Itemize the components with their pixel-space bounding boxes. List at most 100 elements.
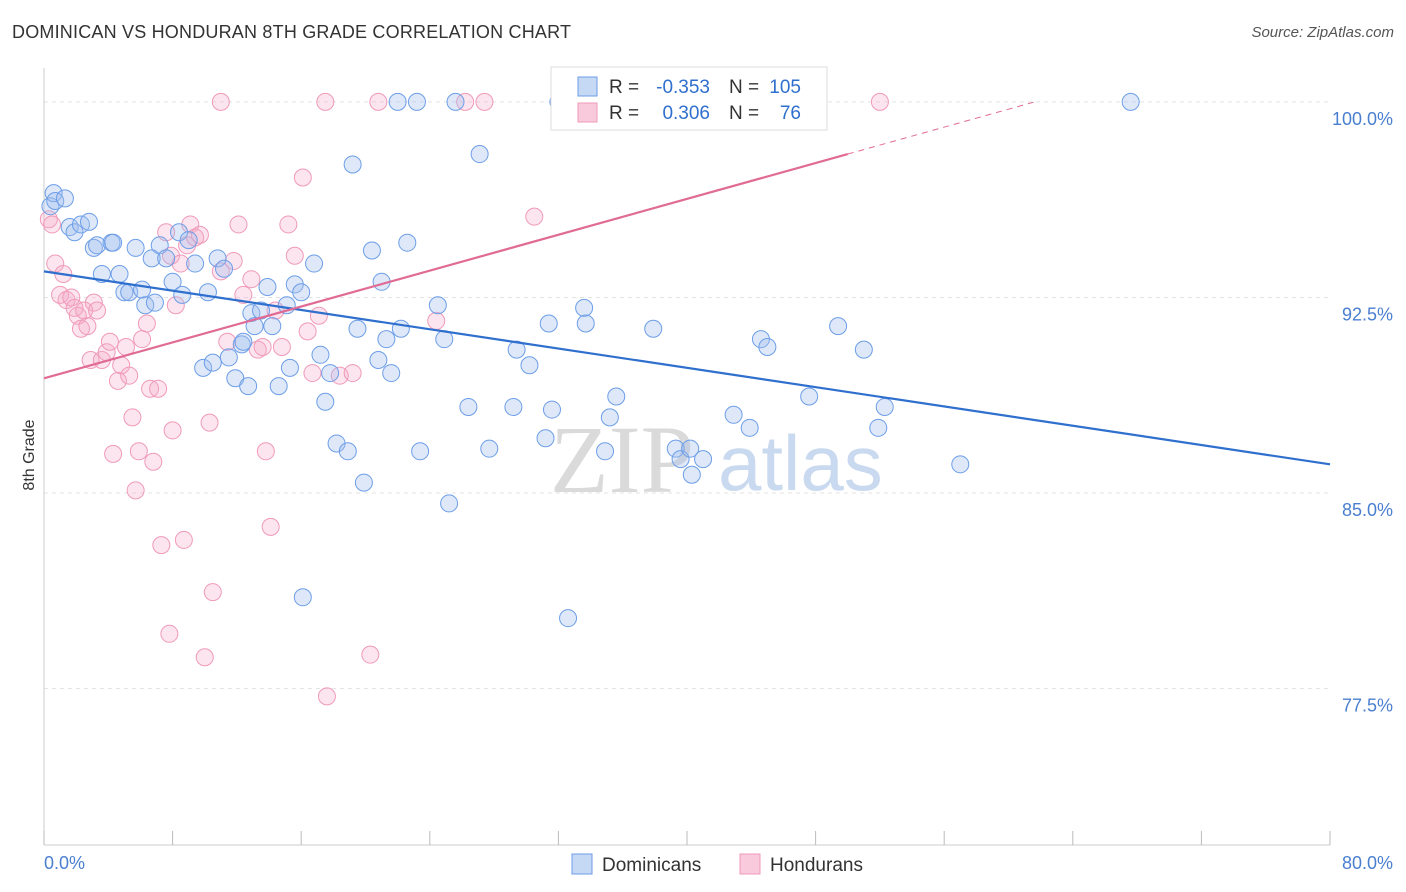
legend-r-label-dominicans: R = (609, 77, 639, 98)
y-tick-label-0: 77.5% (1342, 696, 1393, 716)
watermark-zip: ZIP (550, 406, 694, 513)
honduran-point-17 (100, 332, 119, 351)
honduran-point-75 (369, 92, 388, 111)
dominican-point-44 (280, 358, 299, 377)
trend-lines (43, 101, 1331, 466)
series-legend: Dominicans Hondurans (571, 853, 863, 876)
dominican-point-69 (446, 92, 465, 111)
dominican-point-85 (607, 387, 626, 406)
dominican-point-21 (150, 236, 169, 255)
dominican-point-9 (88, 236, 107, 255)
dominican-point-36 (239, 377, 258, 396)
dominican-point-31 (208, 249, 227, 268)
stats-legend: R = -0.353 N = 105 R = 0.306 N = 76 (550, 66, 828, 131)
hondurans-points (39, 92, 889, 706)
honduran-point-53 (253, 337, 272, 356)
dominican-point-10 (92, 264, 111, 283)
honduran-point-74 (316, 92, 335, 111)
dominican-point-40 (258, 278, 277, 297)
axes (43, 68, 1331, 846)
series-legend-swatch-dominicans (571, 853, 593, 875)
dominican-point-59 (377, 330, 396, 349)
honduran-point-34 (161, 246, 180, 265)
honduran-point-30 (149, 379, 168, 398)
honduran-point-49 (229, 215, 248, 234)
legend-r-value-hondurans: 0.306 (662, 103, 710, 124)
legend-swatch-hondurans (577, 102, 598, 123)
y-tick-label-1: 85.0% (1342, 500, 1393, 520)
honduran-point-31 (152, 536, 171, 555)
legend-r-value-dominicans: -0.353 (656, 77, 710, 98)
dominican-point-26 (179, 231, 198, 250)
dominican-point-87 (666, 439, 685, 458)
y-tick-labels: 77.5% 85.0% 92.5% 100.0% (1332, 109, 1393, 716)
chart-title: DOMINICAN VS HONDURAN 8TH GRADE CORRELAT… (12, 22, 572, 42)
dominican-point-73 (504, 397, 523, 416)
dominicans-trend-line (43, 270, 1331, 466)
honduran-point-10 (75, 301, 94, 320)
dominican-point-80 (559, 609, 578, 628)
dominican-point-13 (110, 264, 129, 283)
honduran-point-18 (104, 444, 123, 463)
honduran-point-62 (303, 364, 322, 383)
dominican-point-60 (382, 364, 401, 383)
honduran-point-47 (218, 332, 237, 351)
dominican-point-82 (576, 314, 595, 333)
honduran-point-48 (224, 251, 243, 270)
honduran-point-26 (133, 330, 152, 349)
dominican-point-1 (44, 184, 63, 203)
honduran-point-24 (126, 481, 145, 500)
dominican-point-81 (575, 298, 594, 317)
dominican-point-97 (829, 317, 848, 336)
legend-n-value-hondurans: 76 (780, 103, 801, 124)
dominican-point-55 (354, 473, 373, 492)
honduran-point-33 (160, 624, 179, 643)
honduran-point-69 (456, 92, 475, 111)
dominican-point-70 (459, 397, 478, 416)
honduran-point-68 (427, 311, 446, 330)
dominican-point-84 (600, 408, 619, 427)
x-tick-label-max: 80.0% (1342, 853, 1393, 873)
y-axis-label: 8th Grade (21, 419, 38, 490)
dominican-point-74 (507, 340, 526, 359)
dominican-point-38 (245, 317, 264, 336)
honduran-point-55 (261, 517, 280, 536)
dominican-point-39 (252, 301, 271, 320)
dominican-point-93 (740, 418, 759, 437)
dominican-point-63 (398, 233, 417, 252)
honduran-point-45 (203, 583, 222, 602)
dominican-point-4 (60, 218, 79, 237)
honduran-point-6 (62, 288, 81, 307)
series-legend-label-hondurans: Hondurans (770, 855, 863, 876)
honduran-point-0 (39, 210, 58, 229)
honduran-point-38 (174, 530, 193, 549)
dominican-point-48 (311, 345, 330, 364)
dominican-point-47 (305, 254, 324, 273)
dominican-point-72 (480, 439, 499, 458)
dominican-point-42 (269, 377, 288, 396)
dominican-point-56 (362, 241, 381, 260)
dominican-point-96 (800, 387, 819, 406)
legend-n-label-dominicans: N = (729, 77, 759, 98)
dominican-point-25 (173, 285, 192, 304)
dominican-point-30 (203, 353, 222, 372)
dominican-point-3 (55, 189, 74, 208)
honduran-point-22 (120, 366, 139, 385)
dominican-point-24 (170, 223, 189, 242)
honduran-point-63 (309, 306, 328, 325)
honduran-point-42 (190, 225, 209, 244)
dominican-point-77 (542, 400, 561, 419)
dominican-point-65 (411, 442, 430, 461)
legend-n-value-dominicans: 105 (769, 77, 801, 98)
watermark-atlas: atlas (718, 419, 883, 507)
dominican-point-98 (854, 340, 873, 359)
dominican-point-102 (1121, 92, 1140, 111)
dominican-point-50 (321, 364, 340, 383)
honduran-point-32 (157, 223, 176, 242)
honduran-point-19 (108, 371, 127, 390)
honduran-point-14 (88, 301, 107, 320)
dominican-point-62 (391, 319, 410, 338)
dominican-point-76 (536, 429, 555, 448)
dominican-point-61 (388, 92, 407, 111)
